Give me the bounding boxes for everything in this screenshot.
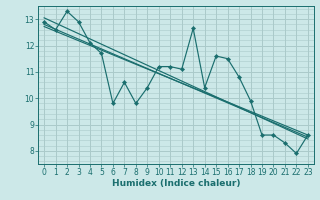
X-axis label: Humidex (Indice chaleur): Humidex (Indice chaleur) (112, 179, 240, 188)
